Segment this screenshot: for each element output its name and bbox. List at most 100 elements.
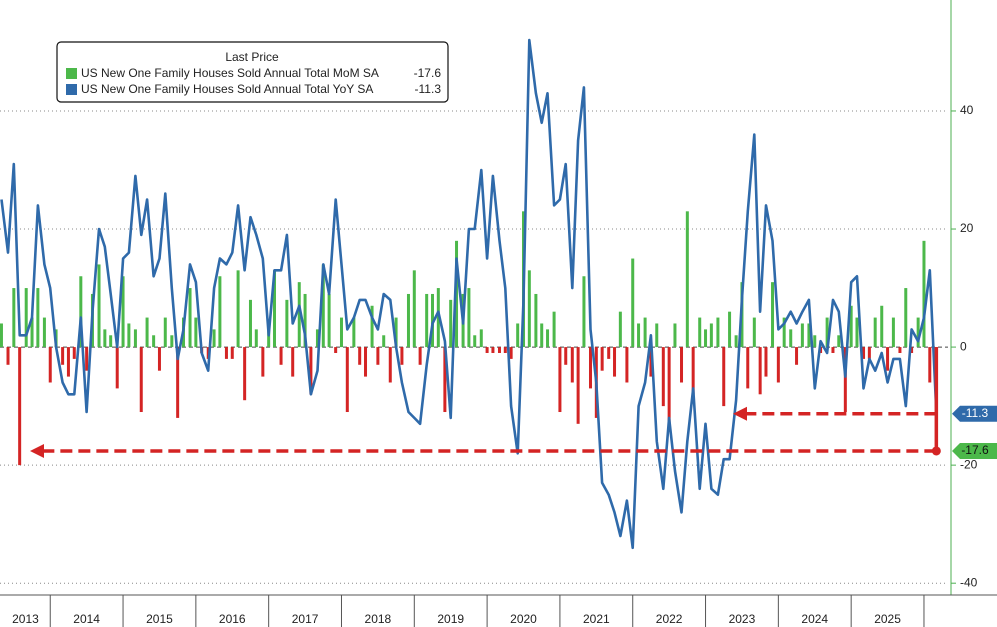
legend-label: US New One Family Houses Sold Annual Tot… xyxy=(81,66,379,80)
bar xyxy=(352,317,356,348)
bar xyxy=(886,347,890,371)
bar xyxy=(613,347,617,377)
bar xyxy=(618,311,622,348)
bar xyxy=(540,323,544,348)
bar xyxy=(236,270,240,348)
y-tick-label: -20 xyxy=(960,457,978,471)
legend-value: -11.3 xyxy=(415,82,442,96)
bar xyxy=(527,270,531,348)
bar xyxy=(746,347,750,389)
bar xyxy=(607,347,611,359)
value-tag xyxy=(952,405,997,422)
legend-title: Last Price xyxy=(225,50,279,64)
bar xyxy=(303,293,307,348)
bar xyxy=(97,264,101,348)
bar xyxy=(576,347,580,424)
bar xyxy=(564,347,568,365)
legend-value: -17.6 xyxy=(414,66,442,80)
bar xyxy=(279,347,283,365)
bar xyxy=(103,329,107,348)
bar xyxy=(309,347,313,395)
bar xyxy=(327,293,331,348)
x-tick-label: 2013 xyxy=(12,612,39,626)
bar xyxy=(771,282,775,348)
bar xyxy=(467,288,471,348)
bar xyxy=(412,270,416,348)
bar xyxy=(315,329,319,348)
bar xyxy=(42,317,46,348)
bar xyxy=(85,347,89,371)
bar xyxy=(139,347,143,413)
bar xyxy=(800,323,804,348)
bar xyxy=(133,329,137,348)
x-tick-label: 2018 xyxy=(365,612,392,626)
bar xyxy=(698,317,702,348)
bar xyxy=(254,329,258,348)
bar xyxy=(516,323,520,348)
bar xyxy=(691,347,695,395)
bar xyxy=(546,329,550,348)
legend-swatch xyxy=(66,84,77,95)
bar xyxy=(898,347,902,353)
bar xyxy=(837,335,841,348)
bar xyxy=(813,335,817,348)
bar xyxy=(48,347,52,383)
bar xyxy=(680,347,684,383)
y-tick-label: 0 xyxy=(960,339,967,353)
annotation-arrowhead xyxy=(733,406,747,421)
bar xyxy=(152,335,156,348)
bar xyxy=(218,276,222,348)
bar xyxy=(0,323,3,348)
bar xyxy=(558,347,562,413)
x-tick-label: 2016 xyxy=(219,612,246,626)
bar xyxy=(552,311,556,348)
bar xyxy=(667,347,671,424)
bar xyxy=(339,317,343,348)
bar xyxy=(789,329,793,348)
y-tick-label: 40 xyxy=(960,103,974,117)
bar xyxy=(862,347,866,359)
bar xyxy=(443,347,447,413)
bar xyxy=(807,323,811,348)
bar xyxy=(795,347,799,365)
bar xyxy=(18,347,22,466)
bar xyxy=(370,305,374,348)
bar xyxy=(491,347,495,353)
bar xyxy=(248,299,252,348)
bar xyxy=(212,329,216,348)
legend: Last Price US New One Family Houses Sold … xyxy=(56,41,449,103)
bar xyxy=(272,270,276,348)
bar xyxy=(910,347,914,353)
bar xyxy=(831,347,835,353)
bar xyxy=(728,311,732,348)
bar xyxy=(631,258,635,348)
x-tick-label: 2015 xyxy=(146,612,173,626)
value-tag-label: -11.3 xyxy=(962,406,989,420)
bar xyxy=(127,323,131,348)
bar xyxy=(473,335,477,348)
x-tick-label: 2014 xyxy=(73,612,100,626)
bar xyxy=(497,347,501,353)
bar xyxy=(382,335,386,348)
bar xyxy=(855,317,859,348)
bar xyxy=(449,299,453,348)
bar xyxy=(388,347,392,383)
bar xyxy=(261,347,265,377)
bar xyxy=(588,347,592,389)
bar xyxy=(843,347,847,413)
bar xyxy=(904,288,908,348)
bar xyxy=(922,240,926,348)
bar xyxy=(625,347,629,383)
bar xyxy=(655,323,659,348)
bar xyxy=(358,347,362,365)
bar xyxy=(115,347,119,389)
bar xyxy=(61,347,65,365)
bar xyxy=(145,317,149,348)
bar xyxy=(600,347,604,371)
bar xyxy=(334,347,338,353)
bar xyxy=(170,335,174,348)
bar xyxy=(891,317,895,348)
bar xyxy=(243,347,247,401)
bar xyxy=(916,317,920,348)
